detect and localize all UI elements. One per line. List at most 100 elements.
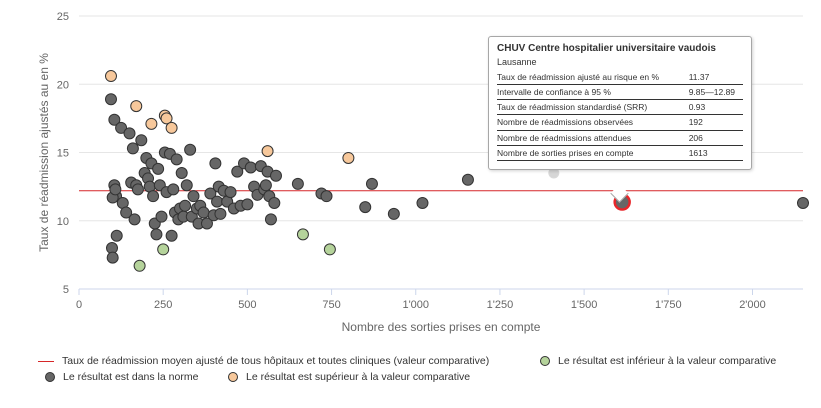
- data-point-normal[interactable]: [110, 229, 123, 242]
- data-point-normal[interactable]: [204, 187, 217, 200]
- data-point-normal[interactable]: [259, 179, 272, 192]
- data-point-below[interactable]: [296, 228, 309, 241]
- tooltip-row-value: 206: [684, 130, 743, 146]
- data-point-normal[interactable]: [365, 177, 378, 190]
- x-tick-label: 500: [238, 299, 256, 311]
- data-point-normal[interactable]: [797, 197, 809, 210]
- data-point-normal[interactable]: [200, 217, 213, 230]
- x-axis-title: Nombre des sorties prises en compte: [342, 320, 541, 334]
- data-point-normal[interactable]: [211, 195, 224, 208]
- y-tick-label: 5: [63, 284, 69, 296]
- data-point-normal[interactable]: [244, 161, 257, 174]
- tooltip-row-label: Taux de réadmission standardisé (SRR): [497, 99, 685, 116]
- x-tick-label: 1'750: [655, 299, 682, 311]
- data-point-normal[interactable]: [167, 183, 180, 196]
- data-point-normal[interactable]: [135, 134, 148, 147]
- legend-dot-swatch: [540, 356, 550, 366]
- legend-label: Le résultat est supérieur à la valeur co…: [246, 371, 471, 383]
- data-point-normal[interactable]: [184, 143, 197, 156]
- legend-label: Le résultat est inférieur à la valeur co…: [558, 355, 777, 367]
- data-point-normal[interactable]: [359, 201, 372, 214]
- data-point-normal[interactable]: [387, 207, 400, 220]
- tooltip-row: Nombre de sorties prises en compte 1613: [497, 145, 743, 161]
- x-tick-label: 1'250: [487, 299, 514, 311]
- y-tick-label: 10: [57, 216, 69, 228]
- data-point-normal[interactable]: [320, 190, 333, 203]
- data-point-normal[interactable]: [152, 162, 165, 175]
- tooltip-row: Taux de réadmission standardisé (SRR) 0.…: [497, 99, 743, 116]
- data-point-normal[interactable]: [268, 197, 281, 210]
- data-point-normal[interactable]: [147, 190, 160, 203]
- x-tick-label: 1'500: [571, 299, 598, 311]
- legend-dot-swatch: [45, 372, 55, 382]
- data-point-normal[interactable]: [175, 166, 188, 179]
- data-point-normal[interactable]: [269, 169, 282, 182]
- data-point-normal[interactable]: [180, 179, 193, 192]
- data-point-normal[interactable]: [131, 183, 144, 196]
- data-point-normal[interactable]: [179, 199, 192, 212]
- tooltip-row-value: 192: [684, 114, 743, 131]
- data-point-above[interactable]: [104, 70, 117, 83]
- data-point-normal[interactable]: [120, 206, 133, 219]
- data-point-normal[interactable]: [150, 228, 163, 241]
- data-point-normal[interactable]: [461, 173, 474, 186]
- y-tick-label: 25: [57, 11, 69, 23]
- data-point-above[interactable]: [165, 121, 178, 134]
- data-point-normal[interactable]: [187, 190, 200, 203]
- data-point-above[interactable]: [145, 117, 158, 130]
- x-tick-label: 1'000: [402, 299, 429, 311]
- legend-item-above[interactable]: Le résultat est supérieur à la valeur co…: [228, 371, 470, 383]
- data-point-normal[interactable]: [214, 207, 227, 220]
- tooltip-row: Taux de réadmission ajusté au risque en …: [497, 69, 743, 85]
- data-point-normal[interactable]: [165, 229, 178, 242]
- data-point-below[interactable]: [157, 243, 170, 256]
- legend-label: Taux de réadmission moyen ajusté de tous…: [62, 355, 490, 367]
- points-layer[interactable]: [104, 70, 809, 272]
- data-point-normal[interactable]: [231, 165, 244, 178]
- legend-item-below[interactable]: Le résultat est inférieur à la valeur co…: [540, 355, 776, 367]
- legend-line-swatch: [38, 360, 54, 362]
- data-point-above[interactable]: [342, 151, 355, 164]
- legend-dot-swatch: [228, 372, 238, 382]
- data-point-above[interactable]: [261, 145, 274, 158]
- data-point-above[interactable]: [160, 112, 173, 125]
- data-point-normal[interactable]: [104, 93, 117, 106]
- data-point-normal[interactable]: [155, 210, 168, 223]
- tooltip-row-value: 9.85—12.89: [684, 84, 743, 101]
- data-point-normal[interactable]: [224, 186, 237, 199]
- data-point-normal[interactable]: [241, 198, 254, 211]
- data-point-normal[interactable]: [126, 142, 139, 155]
- tooltip-subtitle: Lausanne: [497, 57, 537, 67]
- data-point-normal[interactable]: [197, 206, 210, 219]
- y-tick-label: 15: [57, 148, 69, 160]
- tooltip-row-value: 11.37: [684, 69, 743, 85]
- data-point-above[interactable]: [130, 100, 143, 113]
- data-point-normal[interactable]: [109, 183, 122, 196]
- data-point-normal[interactable]: [170, 153, 183, 166]
- data-point-normal[interactable]: [209, 157, 222, 170]
- tooltip-row: Intervalle de confiance à 95 % 9.85—12.8…: [497, 84, 743, 101]
- x-tick-label: 0: [76, 299, 82, 311]
- data-point-normal[interactable]: [264, 213, 277, 226]
- data-point-normal[interactable]: [106, 251, 119, 264]
- legend-item-normal[interactable]: Le résultat est dans la norme: [45, 371, 198, 383]
- data-point-normal[interactable]: [291, 177, 304, 190]
- x-tick-label: 750: [322, 299, 340, 311]
- data-point-normal[interactable]: [128, 213, 141, 226]
- x-tick-label: 250: [154, 299, 172, 311]
- hospital-tooltip: CHUV Centre hospitalier universitaire va…: [488, 36, 752, 170]
- data-point-normal[interactable]: [115, 121, 128, 134]
- y-axis-title: Taux de réadmission ajustés au en %: [37, 53, 51, 252]
- data-point-normal[interactable]: [416, 197, 429, 210]
- tooltip-row-label: Intervalle de confiance à 95 %: [497, 84, 685, 101]
- data-point-below[interactable]: [133, 259, 146, 272]
- legend-item-reference-line[interactable]: Taux de réadmission moyen ajusté de tous…: [38, 355, 489, 367]
- chart-legend: Taux de réadmission moyen ajusté de tous…: [38, 355, 808, 387]
- tooltip-row-label: Nombre de réadmissions observées: [497, 114, 685, 131]
- data-point-normal[interactable]: [108, 113, 121, 126]
- data-point-normal[interactable]: [123, 127, 136, 140]
- data-point-below[interactable]: [323, 243, 336, 256]
- tooltip-row-value: 0.93: [684, 99, 743, 116]
